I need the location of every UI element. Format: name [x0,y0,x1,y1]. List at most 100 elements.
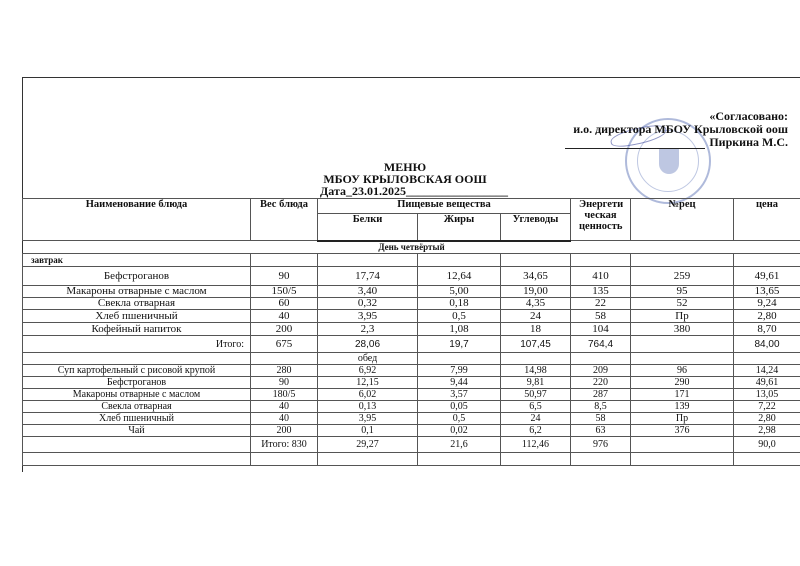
table-cell: 171 [630,388,734,401]
table-cell: завтрак [22,253,251,267]
table-row: Макароны отварные с маслом 150/5 3,40 5,00 1… [22,285,800,298]
table-cell [630,335,734,353]
table-cell: 19,00 [500,285,571,298]
table-cell: 2,80 [733,412,800,425]
table-row: Кофейный напиток 200 2,3 1,08 18 104 380 8,70 [22,322,800,336]
table-cell [417,253,501,267]
table-cell: Свекла отварная [22,400,251,413]
table-cell: 0,5 [417,309,501,323]
table-row: Чай 200 0,1 0,02 6,2 63 376 2,98 [22,424,800,437]
table-row: Бефстроганов 90 17,74 12,64 34,65 410 259 49,61 [22,266,800,286]
approval-heading: «Согласовано: [709,109,788,123]
table-cell [630,253,734,267]
table-cell: 12,64 [417,266,501,286]
table-cell: 675 [250,335,318,353]
table-cell: 7,22 [733,400,800,413]
table-cell: 40 [250,400,318,413]
col-recipe: №рец [630,198,734,241]
col-nutrients: Пищевые вещества [317,198,571,214]
table-cell: 52 [630,297,734,310]
table-cell [250,452,318,466]
table-cell: 410 [570,266,631,286]
table-cell: 49,61 [733,376,800,389]
table-cell: 0,1 [317,424,418,437]
table-cell: 7,99 [417,364,501,377]
table-cell: 22 [570,297,631,310]
table-cell [500,452,571,466]
table-cell: 29,27 [317,436,418,453]
col-protein: Белки [317,213,418,242]
table-cell: 24 [500,309,571,323]
table-cell: Макароны отварные с маслом [22,285,251,298]
table-cell [570,352,631,365]
table-cell: 18 [500,322,571,336]
table-cell [22,436,251,453]
table-cell: 9,44 [417,376,501,389]
table-cell: 14,24 [733,364,800,377]
table-cell: 63 [570,424,631,437]
table-row: Свекла отварная 40 0,13 0,05 6,5 8,5 139 7,22 [22,400,800,413]
table-cell [22,452,251,466]
table-cell [22,352,251,365]
approval-block: «Согласовано: и.о. директора МБОУ Крылов… [565,110,788,149]
table-row: Хлеб пшеничный 40 3,95 0,5 24 58 Пр 2,80 [22,412,800,425]
table-cell: 2,80 [733,309,800,323]
page-border-top [22,77,800,78]
table-cell: 6,02 [317,388,418,401]
table-cell: 380 [630,322,734,336]
menu-date: Дата_23.01.2025_________________ [320,184,508,198]
total-row-breakfast: Итого: 675 28,06 19,7 107,45 764,4 84,00 [22,335,800,353]
table-cell: 28,06 [317,335,418,353]
table-cell: 5,00 [417,285,501,298]
table-cell: 90 [250,266,318,286]
table-row: Бефстроганов 90 12,15 9,44 9,81 220 290 49,61 [22,376,800,389]
table-cell: Бефстроганов [22,266,251,286]
table-cell: 0,32 [317,297,418,310]
table-cell [570,253,631,267]
empty-row [22,452,800,466]
table-cell: 8,5 [570,400,631,413]
table-cell: 287 [570,388,631,401]
table-cell: Суп картофельный с рисовой крупой [22,364,251,377]
table-cell: 2,3 [317,322,418,336]
col-name: Наименование блюда [22,198,251,241]
table-cell: 290 [630,376,734,389]
table-cell: Свекла отварная [22,297,251,310]
table-cell: 180/5 [250,388,318,401]
table-cell [733,253,800,267]
table-cell: 200 [250,424,318,437]
table-cell: 50,97 [500,388,571,401]
table-row: Макароны отварные с маслом 180/5 6,02 3,57 5… [22,388,800,401]
col-carbs: Углеводы [500,213,571,242]
table-cell: Чай [22,424,251,437]
col-fat: Жиры [417,213,501,242]
table-cell: 24 [500,412,571,425]
table-cell [250,352,318,365]
table-cell: Макароны отварные с маслом [22,388,251,401]
table-cell: 3,95 [317,309,418,323]
signature-line [565,148,706,149]
table-cell: 3,95 [317,412,418,425]
table-row: Суп картофельный с рисовой крупой 280 6,92… [22,364,800,377]
table-cell: День четвёртый [22,240,800,254]
table-cell: 21,6 [417,436,501,453]
table-cell: Пр [630,309,734,323]
table-cell [317,452,418,466]
school-name: МБОУ КРЫЛОВСКАЯ ООШ [323,172,487,186]
table-cell: 0,18 [417,297,501,310]
menu-table: Наименование блюда Вес блюда Пищевые вещ… [22,198,800,466]
table-cell: 107,45 [500,335,571,353]
table-cell: 280 [250,364,318,377]
table-cell: 220 [570,376,631,389]
table-cell: 40 [250,309,318,323]
table-cell: 209 [570,364,631,377]
table-cell: 14,98 [500,364,571,377]
table-cell: 3,57 [417,388,501,401]
table-cell: 6,92 [317,364,418,377]
table-cell: 49,61 [733,266,800,286]
table-cell: 0,02 [417,424,501,437]
table-cell [630,352,734,365]
table-cell [417,352,501,365]
table-cell [630,436,734,453]
table-cell: Хлеб пшеничный [22,412,251,425]
